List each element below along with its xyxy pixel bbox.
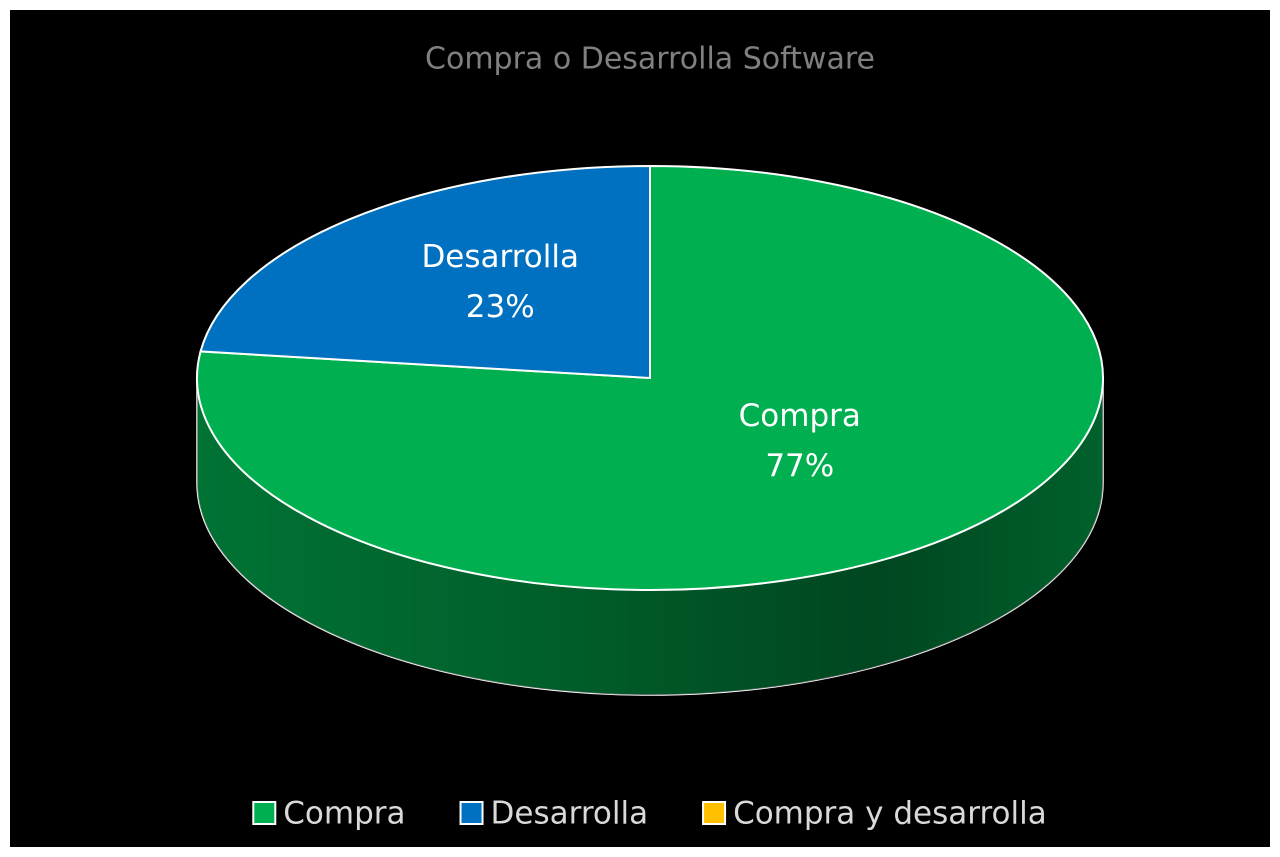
data-label-value: 77% (765, 448, 834, 484)
data-label-value: 23% (466, 289, 535, 325)
legend-label: Desarrolla (491, 796, 649, 832)
legend: Compra Desarrolla Compra y desarrolla (252, 796, 1047, 832)
legend-swatch (459, 801, 484, 825)
legend-label: Compra (283, 796, 405, 832)
legend-swatch (702, 801, 727, 825)
data-label-category: Desarrolla (421, 239, 579, 275)
chart-title: Compra o Desarrolla Software (425, 42, 875, 77)
side-shade (197, 378, 1103, 695)
legend-label: Compra y desarrolla (733, 796, 1047, 832)
slice (199, 164, 651, 380)
data-label-category: Compra (739, 398, 861, 434)
legend-swatch (252, 801, 277, 825)
slice (196, 164, 1104, 591)
